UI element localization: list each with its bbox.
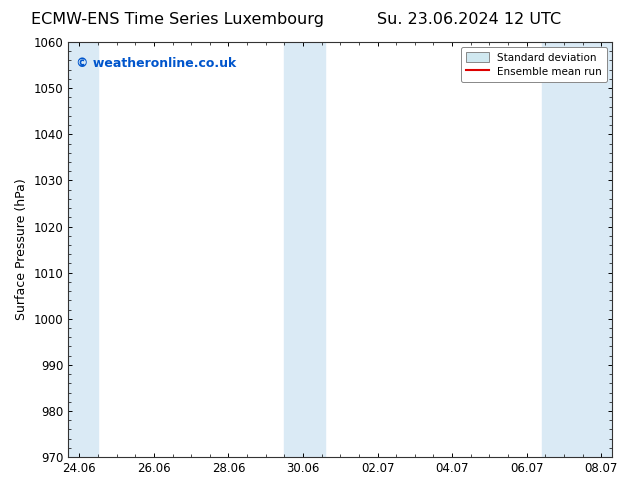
Bar: [68, 42, 98, 457]
Legend: Standard deviation, Ensemble mean run: Standard deviation, Ensemble mean run: [461, 47, 607, 82]
Text: Su. 23.06.2024 12 UTC: Su. 23.06.2024 12 UTC: [377, 12, 561, 27]
Text: ECMW-ENS Time Series Luxembourg: ECMW-ENS Time Series Luxembourg: [31, 12, 324, 27]
Bar: [541, 42, 612, 457]
Bar: [285, 42, 325, 457]
Y-axis label: Surface Pressure (hPa): Surface Pressure (hPa): [15, 179, 28, 320]
Text: © weatheronline.co.uk: © weatheronline.co.uk: [76, 56, 236, 70]
